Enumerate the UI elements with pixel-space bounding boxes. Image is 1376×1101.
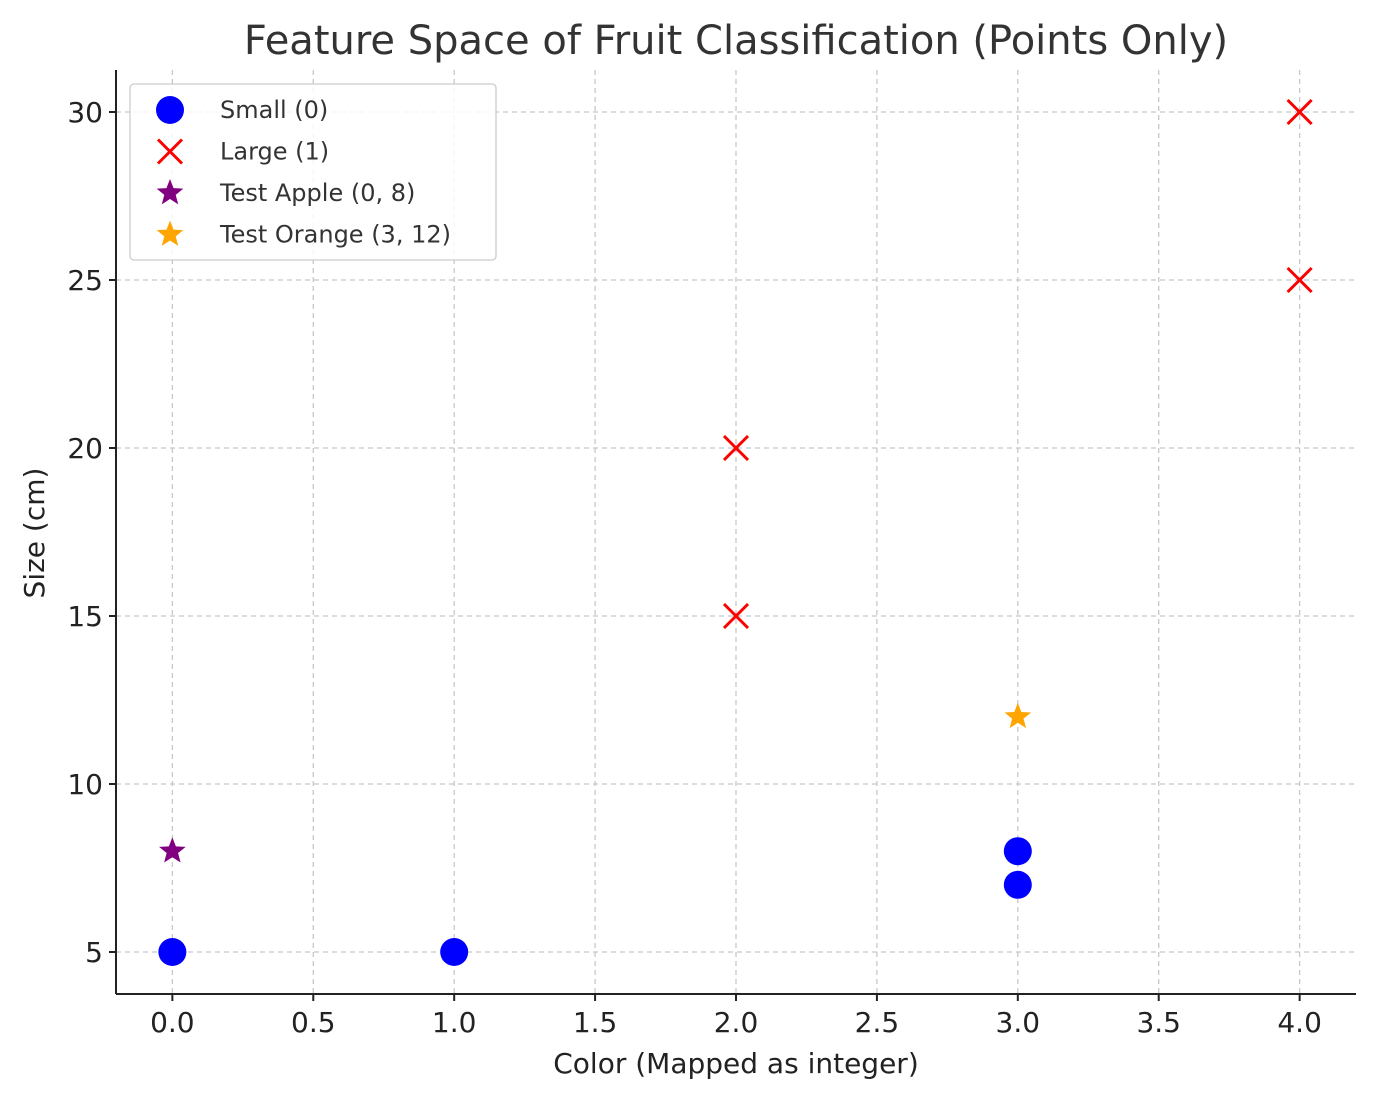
x-tick-label: 3.0	[996, 1006, 1041, 1039]
y-tick-label: 25	[67, 264, 103, 297]
legend-label: Test Orange (3, 12)	[219, 221, 451, 249]
data-point	[1286, 266, 1313, 294]
legend-marker	[156, 179, 184, 205]
data-point	[158, 938, 187, 966]
tick-marks: 0.0 0.5 1.0 1.5 2.0 2.5 3.0 3.5 4.0 5 10 15 20 25 30	[67, 96, 1322, 1039]
legend-marker	[156, 138, 184, 165]
x-tick-label: 1.0	[432, 1006, 477, 1039]
y-axis-label: Size (cm)	[18, 468, 51, 599]
data-point	[440, 938, 469, 966]
legend-label: Small (0)	[220, 96, 328, 124]
data-point	[159, 837, 186, 863]
x-tick-label: 2.5	[855, 1006, 900, 1039]
data-point	[1003, 870, 1032, 899]
y-tick-label: 10	[67, 768, 103, 801]
legend-label: Test Apple (0, 8)	[219, 179, 415, 207]
legend-box	[129, 83, 497, 261]
data-point	[1286, 98, 1313, 126]
legend-marker	[156, 220, 184, 246]
y-tick-label: 5	[85, 936, 103, 969]
chart-title: Feature Space of Fruit Classification (P…	[244, 18, 1228, 64]
x-tick-label: 0.0	[150, 1006, 195, 1039]
x-axis-label: Color (Mapped as integer)	[553, 1047, 919, 1080]
x-tick-label: 4.0	[1277, 1006, 1322, 1039]
x-tick-label: 1.5	[573, 1006, 618, 1039]
y-tick-label: 15	[67, 600, 103, 633]
data-points	[158, 98, 1313, 966]
x-tick-label: 0.5	[291, 1006, 336, 1039]
legend-marker	[156, 96, 184, 124]
y-tick-label: 30	[67, 96, 103, 129]
data-point	[1004, 702, 1032, 729]
x-tick-label: 3.5	[1136, 1006, 1181, 1039]
legend: Small (0) Large (1) Test Apple (0, 8) Test …	[129, 83, 497, 261]
data-point	[722, 434, 750, 462]
x-tick-label: 2.0	[714, 1006, 759, 1039]
legend-label: Large (1)	[220, 138, 329, 166]
y-tick-label: 20	[67, 432, 103, 465]
data-point	[1003, 837, 1032, 866]
data-point	[722, 602, 750, 630]
